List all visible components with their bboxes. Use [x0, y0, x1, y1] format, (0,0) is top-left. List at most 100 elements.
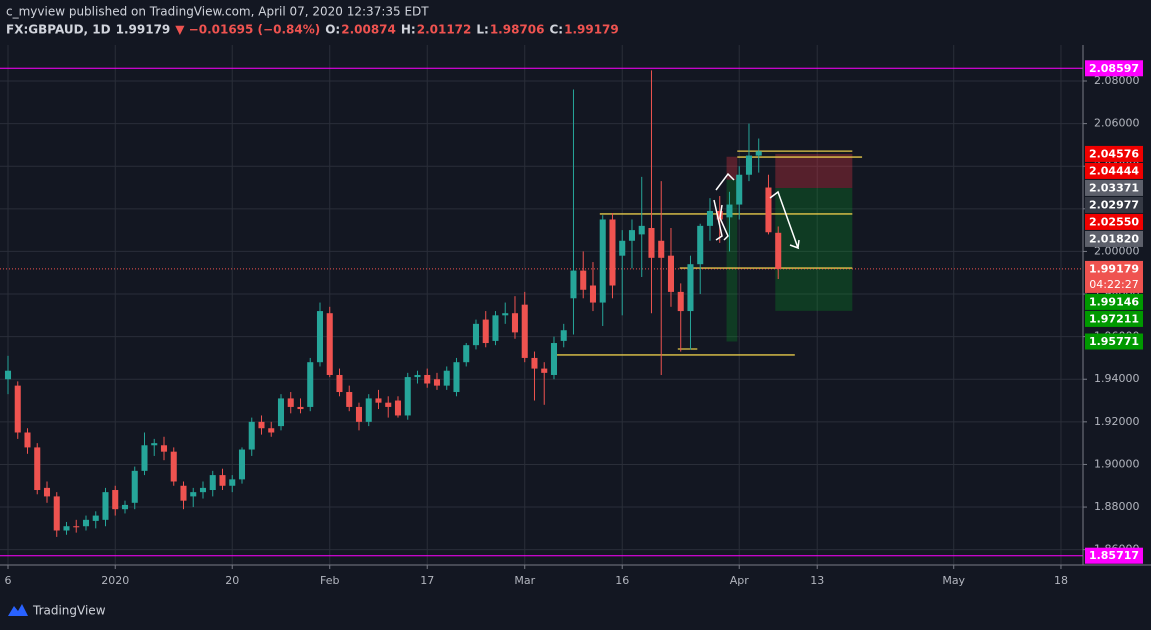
candle-body — [589, 285, 597, 303]
candle-body — [433, 379, 441, 386]
candle-body — [385, 402, 392, 407]
price-label-box — [1085, 230, 1143, 247]
price-label-box — [1085, 196, 1143, 213]
candle-body — [541, 368, 548, 373]
candle-body — [258, 421, 265, 429]
candle-body — [599, 219, 606, 303]
candle-body — [706, 210, 713, 226]
x-tick-label: 18 — [1054, 574, 1068, 587]
legend-high: 2.01172 — [417, 23, 472, 37]
y-tick-label: 1.90000 — [1094, 457, 1140, 470]
candle-body — [14, 385, 21, 433]
arrow — [713, 199, 723, 241]
candle-body — [287, 398, 294, 407]
candle-body — [4, 370, 12, 380]
arrows — [713, 172, 800, 250]
candle-body — [34, 447, 41, 491]
legend-line: FX:GBPAUD, 1D 1.99179 ▼ −0.01695 (−0.84%) O… — [6, 23, 619, 37]
price-label-box — [1085, 162, 1143, 179]
drawings — [0, 67, 1083, 557]
x-tick-label: Apr — [730, 574, 750, 587]
candle-body — [443, 370, 450, 386]
price-label-box — [1085, 293, 1143, 310]
candle-body — [570, 270, 577, 299]
candle-body — [667, 255, 674, 292]
candle-body — [414, 374, 421, 378]
price-label: 1.99146 — [1089, 295, 1139, 308]
candle-body — [511, 313, 519, 333]
price-label-box — [1085, 213, 1143, 230]
candle-body — [736, 174, 743, 205]
candle-body — [24, 432, 31, 448]
price-label: 1.99179 — [1089, 262, 1139, 275]
candle-body — [268, 428, 275, 433]
candle-body — [648, 227, 655, 258]
candle-body — [726, 204, 733, 218]
candle-body — [209, 475, 216, 491]
legend-high-label: H: — [401, 23, 416, 37]
x-tick-label: 2020 — [101, 574, 129, 587]
candle-body — [316, 311, 324, 363]
candle-body — [121, 504, 129, 510]
candle-body — [141, 445, 148, 471]
candle-body — [151, 443, 158, 446]
candle-body — [346, 392, 353, 407]
candle-body — [160, 445, 168, 452]
candle-body — [628, 230, 635, 241]
candle-body — [502, 313, 509, 316]
y-tick-label: 2.08000 — [1094, 74, 1140, 87]
legend-change: ▼ −0.01695 (−0.84%) — [175, 23, 320, 37]
y-tick-label: 1.94000 — [1094, 372, 1140, 385]
candle-body — [248, 421, 255, 450]
price-label-box — [1085, 333, 1143, 350]
candle-body — [170, 451, 177, 482]
candle-body — [697, 225, 704, 265]
price-label: 1.85717 — [1089, 549, 1139, 562]
candle-body — [550, 343, 558, 375]
price-label-box — [1085, 179, 1143, 196]
candle-body — [394, 400, 402, 416]
candle-body — [365, 398, 372, 422]
arrow — [769, 190, 800, 250]
brand: TradingView — [32, 604, 106, 618]
x-tick-label: Feb — [320, 574, 339, 587]
candle-body — [307, 362, 314, 407]
price-label: 2.03371 — [1089, 181, 1139, 194]
candle-body — [92, 515, 99, 521]
candle-body — [658, 240, 665, 258]
price-label-box — [1085, 145, 1143, 162]
candle-body — [619, 240, 626, 256]
candle-body — [102, 492, 109, 520]
candle-body — [560, 330, 567, 341]
candle-body — [765, 187, 772, 233]
legend-last: 1.99179 — [116, 23, 171, 37]
axes: 1.860001.880001.900001.920001.940001.960… — [4, 60, 1143, 587]
candle-body — [190, 492, 197, 497]
candle-body — [112, 490, 119, 510]
candle-body — [53, 496, 60, 531]
candle-body — [229, 479, 236, 486]
candle-body — [463, 345, 470, 363]
price-label-box — [1085, 60, 1143, 77]
candle-body — [745, 155, 752, 175]
candle-body — [277, 398, 285, 427]
price-label: 1.97211 — [1089, 312, 1139, 325]
x-tick-label: 20 — [225, 574, 239, 587]
price-label: 2.02977 — [1089, 198, 1139, 211]
candle-body — [580, 270, 587, 290]
legend-low-label: L: — [476, 23, 488, 37]
price-label: 2.01820 — [1089, 232, 1139, 245]
candle-body — [131, 470, 138, 503]
candle-body — [199, 487, 207, 493]
candle-body — [336, 374, 343, 393]
candle-body — [482, 319, 489, 344]
candle-body — [492, 315, 499, 341]
logo-icon — [8, 604, 28, 616]
y-tick-label: 2.00000 — [1094, 244, 1140, 257]
stop-zone — [726, 156, 738, 180]
candle-body — [43, 487, 51, 497]
countdown: 04:22:27 — [1089, 278, 1138, 291]
candle-body — [219, 475, 226, 486]
